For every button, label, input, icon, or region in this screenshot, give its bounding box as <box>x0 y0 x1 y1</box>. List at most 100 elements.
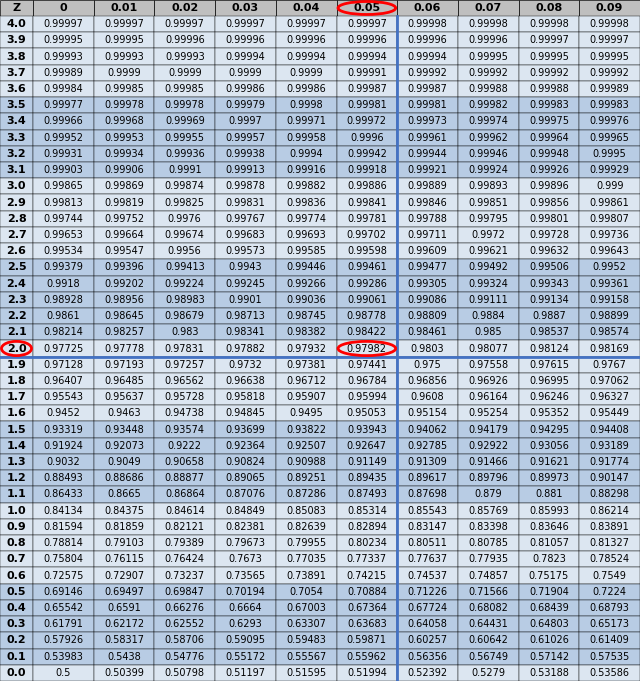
Bar <box>93 227 154 243</box>
Text: 0.88877: 0.88877 <box>164 473 205 484</box>
Text: 0.62172: 0.62172 <box>104 619 144 629</box>
Text: 0.81859: 0.81859 <box>104 522 144 532</box>
Bar <box>337 32 397 48</box>
Text: 0.96856: 0.96856 <box>408 376 447 386</box>
Text: 0.99846: 0.99846 <box>408 197 447 208</box>
Text: 0.85993: 0.85993 <box>529 506 569 516</box>
Bar <box>337 16 397 32</box>
Bar <box>33 113 93 129</box>
Bar <box>397 567 458 584</box>
Text: 0.93189: 0.93189 <box>590 441 630 451</box>
Text: 0.01: 0.01 <box>111 3 138 13</box>
Bar <box>93 357 154 373</box>
Text: 0.9452: 0.9452 <box>47 409 80 418</box>
Text: 0.99982: 0.99982 <box>468 100 508 110</box>
Text: 0.9972: 0.9972 <box>471 230 505 240</box>
Bar <box>397 97 458 113</box>
Text: 0.57142: 0.57142 <box>529 652 569 662</box>
Text: 0.89435: 0.89435 <box>347 473 387 484</box>
Text: 0.53983: 0.53983 <box>44 652 83 662</box>
Bar <box>579 162 640 178</box>
Text: 0.99585: 0.99585 <box>286 247 326 256</box>
Text: 0.9956: 0.9956 <box>168 247 202 256</box>
Text: 0.61409: 0.61409 <box>590 635 630 646</box>
Text: 0.99968: 0.99968 <box>104 116 144 127</box>
Text: 0.73891: 0.73891 <box>286 571 326 581</box>
Text: 0.99986: 0.99986 <box>286 84 326 94</box>
Text: 2.8: 2.8 <box>6 214 26 224</box>
Bar <box>0 405 33 422</box>
Text: 0.97128: 0.97128 <box>44 360 83 370</box>
Bar <box>215 308 276 324</box>
Bar <box>579 81 640 97</box>
Bar <box>397 291 458 308</box>
Bar <box>458 324 518 340</box>
Bar <box>215 454 276 470</box>
Text: 0.93056: 0.93056 <box>529 441 569 451</box>
Text: 0.77935: 0.77935 <box>468 554 508 565</box>
Text: 0.91621: 0.91621 <box>529 457 569 467</box>
Text: 3.5: 3.5 <box>7 100 26 110</box>
Bar <box>93 259 154 276</box>
Text: 0.99774: 0.99774 <box>286 214 326 224</box>
Bar <box>518 357 579 373</box>
Text: 0.99305: 0.99305 <box>408 279 447 289</box>
Bar <box>93 373 154 389</box>
Text: 0.97882: 0.97882 <box>225 343 266 353</box>
Text: 0.98809: 0.98809 <box>408 311 447 321</box>
Text: 0.87698: 0.87698 <box>408 490 447 499</box>
Text: 0.98745: 0.98745 <box>286 311 326 321</box>
Bar <box>337 129 397 146</box>
Text: 0.99781: 0.99781 <box>347 214 387 224</box>
Text: 0.99987: 0.99987 <box>408 84 447 94</box>
Bar <box>154 65 215 81</box>
Text: 0.99991: 0.99991 <box>347 68 387 78</box>
Text: 0.9732: 0.9732 <box>228 360 262 370</box>
Text: 0.5: 0.5 <box>7 587 26 597</box>
Bar <box>215 519 276 535</box>
Text: 0.99856: 0.99856 <box>529 197 569 208</box>
Bar <box>397 308 458 324</box>
Text: 0.9222: 0.9222 <box>168 441 202 451</box>
Text: 0.99995: 0.99995 <box>468 52 508 61</box>
Text: 0.89973: 0.89973 <box>529 473 569 484</box>
Bar <box>215 535 276 551</box>
Text: 1.1: 1.1 <box>6 490 26 499</box>
Text: 0.99111: 0.99111 <box>468 295 508 305</box>
Text: 2.7: 2.7 <box>6 230 26 240</box>
Bar <box>154 633 215 648</box>
Text: 0.99343: 0.99343 <box>529 279 569 289</box>
Text: 0.99938: 0.99938 <box>225 149 266 159</box>
Text: 0.95053: 0.95053 <box>347 409 387 418</box>
Bar <box>337 486 397 503</box>
Text: 0.87076: 0.87076 <box>225 490 266 499</box>
Text: 0.82381: 0.82381 <box>225 522 266 532</box>
Bar <box>215 194 276 210</box>
Text: 0.99913: 0.99913 <box>225 165 266 175</box>
Text: 0.54776: 0.54776 <box>164 652 205 662</box>
Text: 0.99972: 0.99972 <box>347 116 387 127</box>
Text: 0.99506: 0.99506 <box>529 262 569 272</box>
Text: 0.82639: 0.82639 <box>286 522 326 532</box>
Bar <box>33 210 93 227</box>
Bar <box>276 486 337 503</box>
Bar <box>458 146 518 162</box>
Text: 0.85083: 0.85083 <box>286 506 326 516</box>
Text: 0.2: 0.2 <box>6 635 26 646</box>
Text: 0.65542: 0.65542 <box>44 603 83 613</box>
Text: 0.9991: 0.9991 <box>168 165 202 175</box>
Text: 0.08: 0.08 <box>535 3 563 13</box>
Text: 0.57926: 0.57926 <box>44 635 83 646</box>
Text: 0.9887: 0.9887 <box>532 311 566 321</box>
Bar <box>397 648 458 665</box>
Text: 0.96784: 0.96784 <box>347 376 387 386</box>
Bar <box>276 210 337 227</box>
Text: 0.94845: 0.94845 <box>225 409 266 418</box>
Bar <box>154 243 215 259</box>
Text: 0.99981: 0.99981 <box>408 100 447 110</box>
Bar <box>154 162 215 178</box>
Text: 0.99896: 0.99896 <box>529 181 569 191</box>
Text: 0.99988: 0.99988 <box>468 84 508 94</box>
Bar <box>93 0 154 16</box>
Bar <box>154 210 215 227</box>
